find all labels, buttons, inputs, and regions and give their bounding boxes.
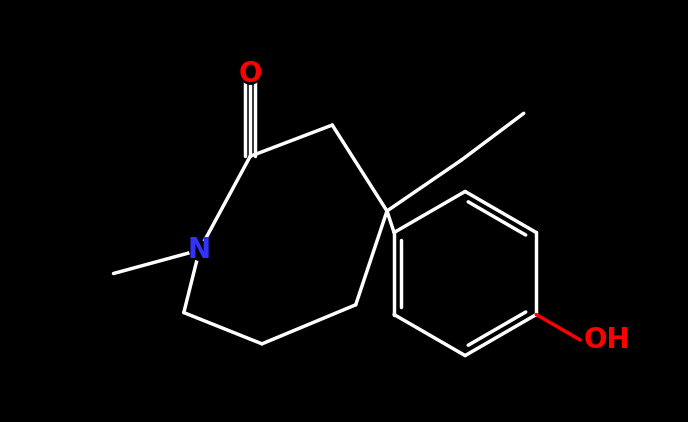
Text: N: N (188, 236, 211, 264)
Text: OH: OH (584, 326, 631, 354)
Text: O: O (239, 60, 262, 88)
